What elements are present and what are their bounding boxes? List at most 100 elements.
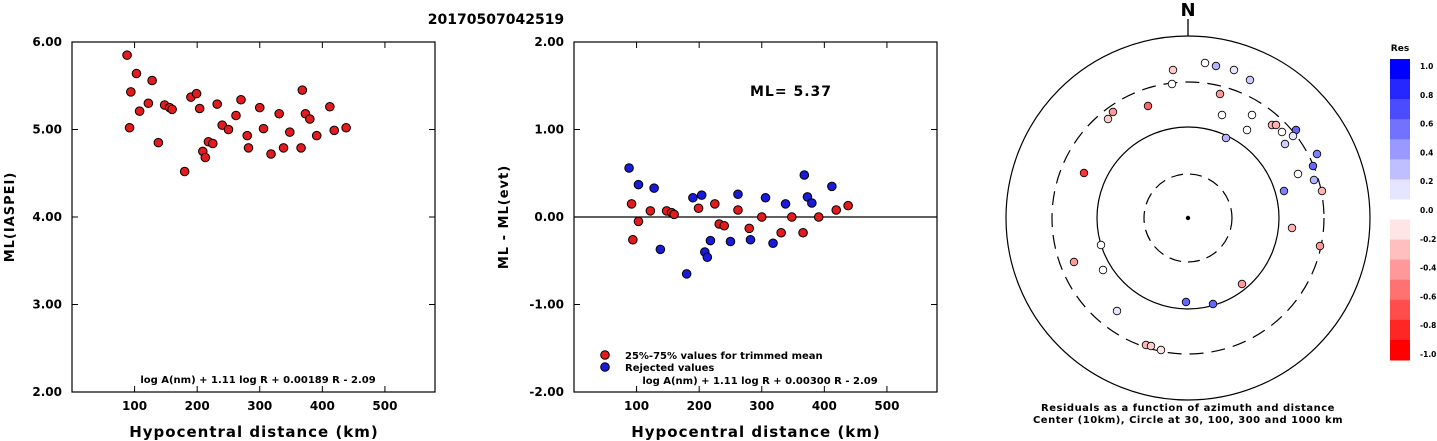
data-point — [843, 200, 853, 211]
data-point — [831, 205, 842, 215]
data-point — [329, 125, 340, 136]
residual-point — [1221, 133, 1231, 143]
data-point — [258, 123, 269, 134]
data-point — [126, 87, 136, 97]
plot1-axis-ticks: 100 200 300 400 500 2.00 3.00 4.00 5.00 6.00 — [32, 35, 435, 413]
data-point — [626, 199, 637, 209]
residual-point — [1200, 58, 1210, 68]
legend-marker-rejected — [600, 362, 610, 372]
data-point — [134, 106, 145, 116]
data-point — [681, 269, 692, 279]
data-point — [191, 88, 202, 99]
plot2-y-tick-label: 2.00 — [534, 35, 564, 49]
plot2-legend: 25%-75% values for trimmed mean Rejected… — [600, 350, 823, 374]
ml-annotation: ML= 5.37 — [750, 84, 832, 100]
legend-marker-trimmed — [600, 350, 610, 360]
residual-colorbar: Res 1.0 0.8 0.6 0.4 0.2 0.0 -0.2 -0.4 -0.6 -0.8 -1… — [1390, 44, 1436, 361]
data-point — [254, 102, 265, 113]
data-point — [807, 198, 817, 208]
plot1-x-tick-label: 300 — [247, 399, 272, 413]
colorbar-cell — [1390, 139, 1410, 160]
data-point — [744, 223, 755, 234]
plot1-y-tick-label: 2.00 — [32, 385, 62, 399]
azimuth-residual-panel: N Residuals as a function of azimuth and… — [1005, 0, 1371, 426]
plot2-y-tick-label: -1.00 — [529, 298, 564, 312]
epicenter-dot — [1185, 215, 1191, 221]
residual-point — [1271, 120, 1281, 130]
residual-point — [1168, 65, 1178, 75]
data-point — [798, 227, 808, 238]
data-point — [827, 181, 837, 192]
data-point — [274, 108, 284, 119]
colorbar-label: 0.4 — [1420, 148, 1433, 157]
colorbar-cell — [1390, 279, 1410, 301]
data-point — [179, 166, 190, 177]
colorbar-cell — [1390, 59, 1410, 80]
data-point — [325, 101, 335, 112]
plot2-x-tick-label: 100 — [624, 399, 649, 413]
ring-30km — [1143, 173, 1233, 263]
data-point — [236, 94, 246, 105]
colorbar-label: -1.0 — [1420, 350, 1436, 359]
plot2-x-tick-label: 400 — [812, 399, 837, 413]
data-point — [131, 68, 142, 79]
ring-100km — [1096, 126, 1280, 310]
magnitude-vs-distance-panel: 100 200 300 400 500 2.00 3.00 4.00 5.00 6.00 ML(I… — [3, 35, 436, 441]
polar-caption-line2: Center (10km), Circle at 30, 100, 300 an… — [1033, 415, 1343, 426]
data-point — [745, 234, 756, 245]
data-point — [200, 152, 211, 163]
residual-point — [1237, 279, 1247, 289]
colorbar-cell — [1390, 319, 1410, 341]
residual-point — [1317, 186, 1327, 196]
plot1-y-axis-label: ML(IASPEI) — [3, 172, 18, 263]
residual-point — [1208, 299, 1218, 309]
plot1-x-tick-label: 500 — [372, 399, 397, 413]
colorbar-label: 1.0 — [1420, 62, 1433, 71]
plot1-x-tick-label: 200 — [185, 399, 210, 413]
colorbar-cell — [1390, 219, 1410, 241]
colorbar-cell — [1390, 339, 1410, 361]
residual-point — [1096, 240, 1106, 250]
polar-caption-line1: Residuals as a function of azimuth and d… — [1041, 403, 1335, 414]
data-point — [696, 190, 707, 200]
residual-point — [1217, 110, 1227, 120]
data-point — [787, 212, 797, 222]
data-point — [780, 199, 791, 209]
colorbar-label: -0.2 — [1420, 235, 1436, 244]
colorbar-label: 0.8 — [1420, 91, 1433, 100]
colorbar-cell — [1390, 159, 1410, 180]
data-point — [669, 209, 679, 220]
data-point — [266, 149, 276, 159]
residual-point — [1167, 79, 1177, 89]
residual-point — [1181, 297, 1191, 307]
data-point — [633, 216, 644, 227]
data-point — [702, 252, 713, 263]
plot1-y-tick-label: 3.00 — [32, 298, 62, 312]
colorbar-cell — [1390, 99, 1410, 120]
data-point — [655, 244, 666, 255]
data-point — [768, 238, 778, 249]
colorbar-cell — [1390, 259, 1410, 281]
data-point — [688, 192, 698, 203]
data-point — [776, 227, 786, 238]
data-point — [296, 143, 306, 153]
data-point — [799, 170, 810, 180]
colorbar-label: -0.4 — [1420, 264, 1436, 273]
residual-point — [1247, 110, 1257, 120]
data-point — [311, 130, 322, 141]
plot1-y-tick-label: 4.00 — [32, 210, 62, 224]
residual-point — [1277, 127, 1287, 137]
data-point — [693, 203, 704, 214]
residual-point — [1146, 341, 1156, 351]
data-point — [760, 192, 771, 203]
data-point — [305, 114, 315, 124]
data-point — [719, 220, 730, 231]
colorbar-label: -0.8 — [1420, 321, 1436, 330]
data-point — [194, 103, 205, 114]
residual-point — [1287, 223, 1297, 233]
plot2-y-tick-label: 0.00 — [534, 210, 564, 224]
data-point — [278, 143, 289, 153]
data-point — [733, 189, 743, 200]
plot2-y-axis-label: ML - ML(evt) — [497, 165, 512, 269]
